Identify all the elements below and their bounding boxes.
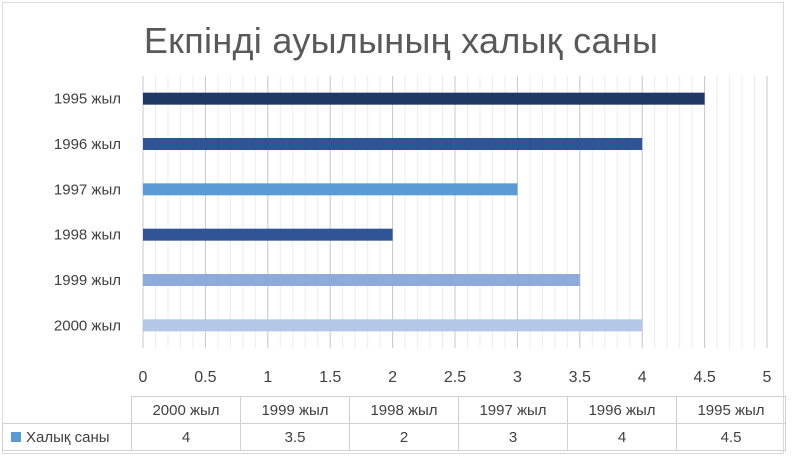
data-table: 2000 жыл 1999 жыл 1998 жыл 1997 жыл 1996… <box>2 396 786 451</box>
y-tick-label: 1997 жыл <box>54 181 121 198</box>
x-tick-labels: 0 0.5 1 1.5 2 2.5 3 3.5 4 4.5 5 <box>139 369 772 386</box>
gridlines <box>142 76 768 348</box>
y-tick-label: 1995 жыл <box>54 91 121 108</box>
chart-title: Екпінді ауылының халық саны <box>143 20 659 61</box>
bar <box>143 138 643 150</box>
data-table-cell: 3.5 <box>240 423 350 451</box>
data-table-column-header: 1997 жыл <box>458 396 568 424</box>
bar <box>143 183 518 196</box>
data-table-corner <box>2 396 132 424</box>
bar <box>143 319 643 332</box>
data-table-header-row: 2000 жыл 1999 жыл 1998 жыл 1997 жыл 1996… <box>2 396 786 424</box>
x-tick-label: 3 <box>513 369 522 386</box>
bar <box>143 274 580 286</box>
x-tick-label: 0.5 <box>194 369 216 386</box>
data-table-column-header: 1998 жыл <box>349 396 459 424</box>
bar <box>143 92 705 105</box>
bar-chart: 1995 жыл 1996 жыл 1997 жыл 1998 жыл 1999 жыл… <box>54 76 772 386</box>
bar <box>143 228 393 241</box>
x-tick-label: 5 <box>763 369 772 386</box>
data-table-cell: 2 <box>349 423 459 451</box>
data-table-cell: 4 <box>131 423 241 451</box>
chart-frame <box>2 2 784 454</box>
y-tick-label: 1996 жыл <box>54 136 121 153</box>
x-tick-label: 1.5 <box>319 369 341 386</box>
x-tick-label: 3.5 <box>569 369 591 386</box>
data-table-cell: 3 <box>458 423 568 451</box>
y-tick-label: 1999 жыл <box>54 272 121 289</box>
data-table-cell: 4.5 <box>676 423 786 451</box>
data-table-row-header: Халық саны <box>2 423 132 451</box>
data-table-column-header: 2000 жыл <box>131 396 241 424</box>
x-tick-label: 2.5 <box>444 369 466 386</box>
x-tick-label: 1 <box>263 369 272 386</box>
data-table-column-header: 1999 жыл <box>240 396 350 424</box>
x-tick-label: 0 <box>139 369 148 386</box>
legend-key-icon <box>11 431 21 442</box>
x-tick-label: 2 <box>388 369 397 386</box>
x-tick-label: 4 <box>638 369 647 386</box>
data-table-value-row: Халық саны 4 3.5 2 3 4 4.5 <box>2 423 786 451</box>
y-tick-labels: 1995 жыл 1996 жыл 1997 жыл 1998 жыл 1999 жыл… <box>54 91 121 335</box>
data-table-column-header: 1996 жыл <box>567 396 677 424</box>
bars <box>143 92 705 332</box>
legend-label: Халық саны <box>26 428 110 446</box>
data-table-cell: 4 <box>567 423 677 451</box>
y-tick-label: 1998 жыл <box>54 227 121 244</box>
y-tick-label: 2000 жыл <box>54 317 121 334</box>
x-tick-label: 4.5 <box>693 369 715 386</box>
data-table-column-header: 1995 жыл <box>676 396 786 424</box>
